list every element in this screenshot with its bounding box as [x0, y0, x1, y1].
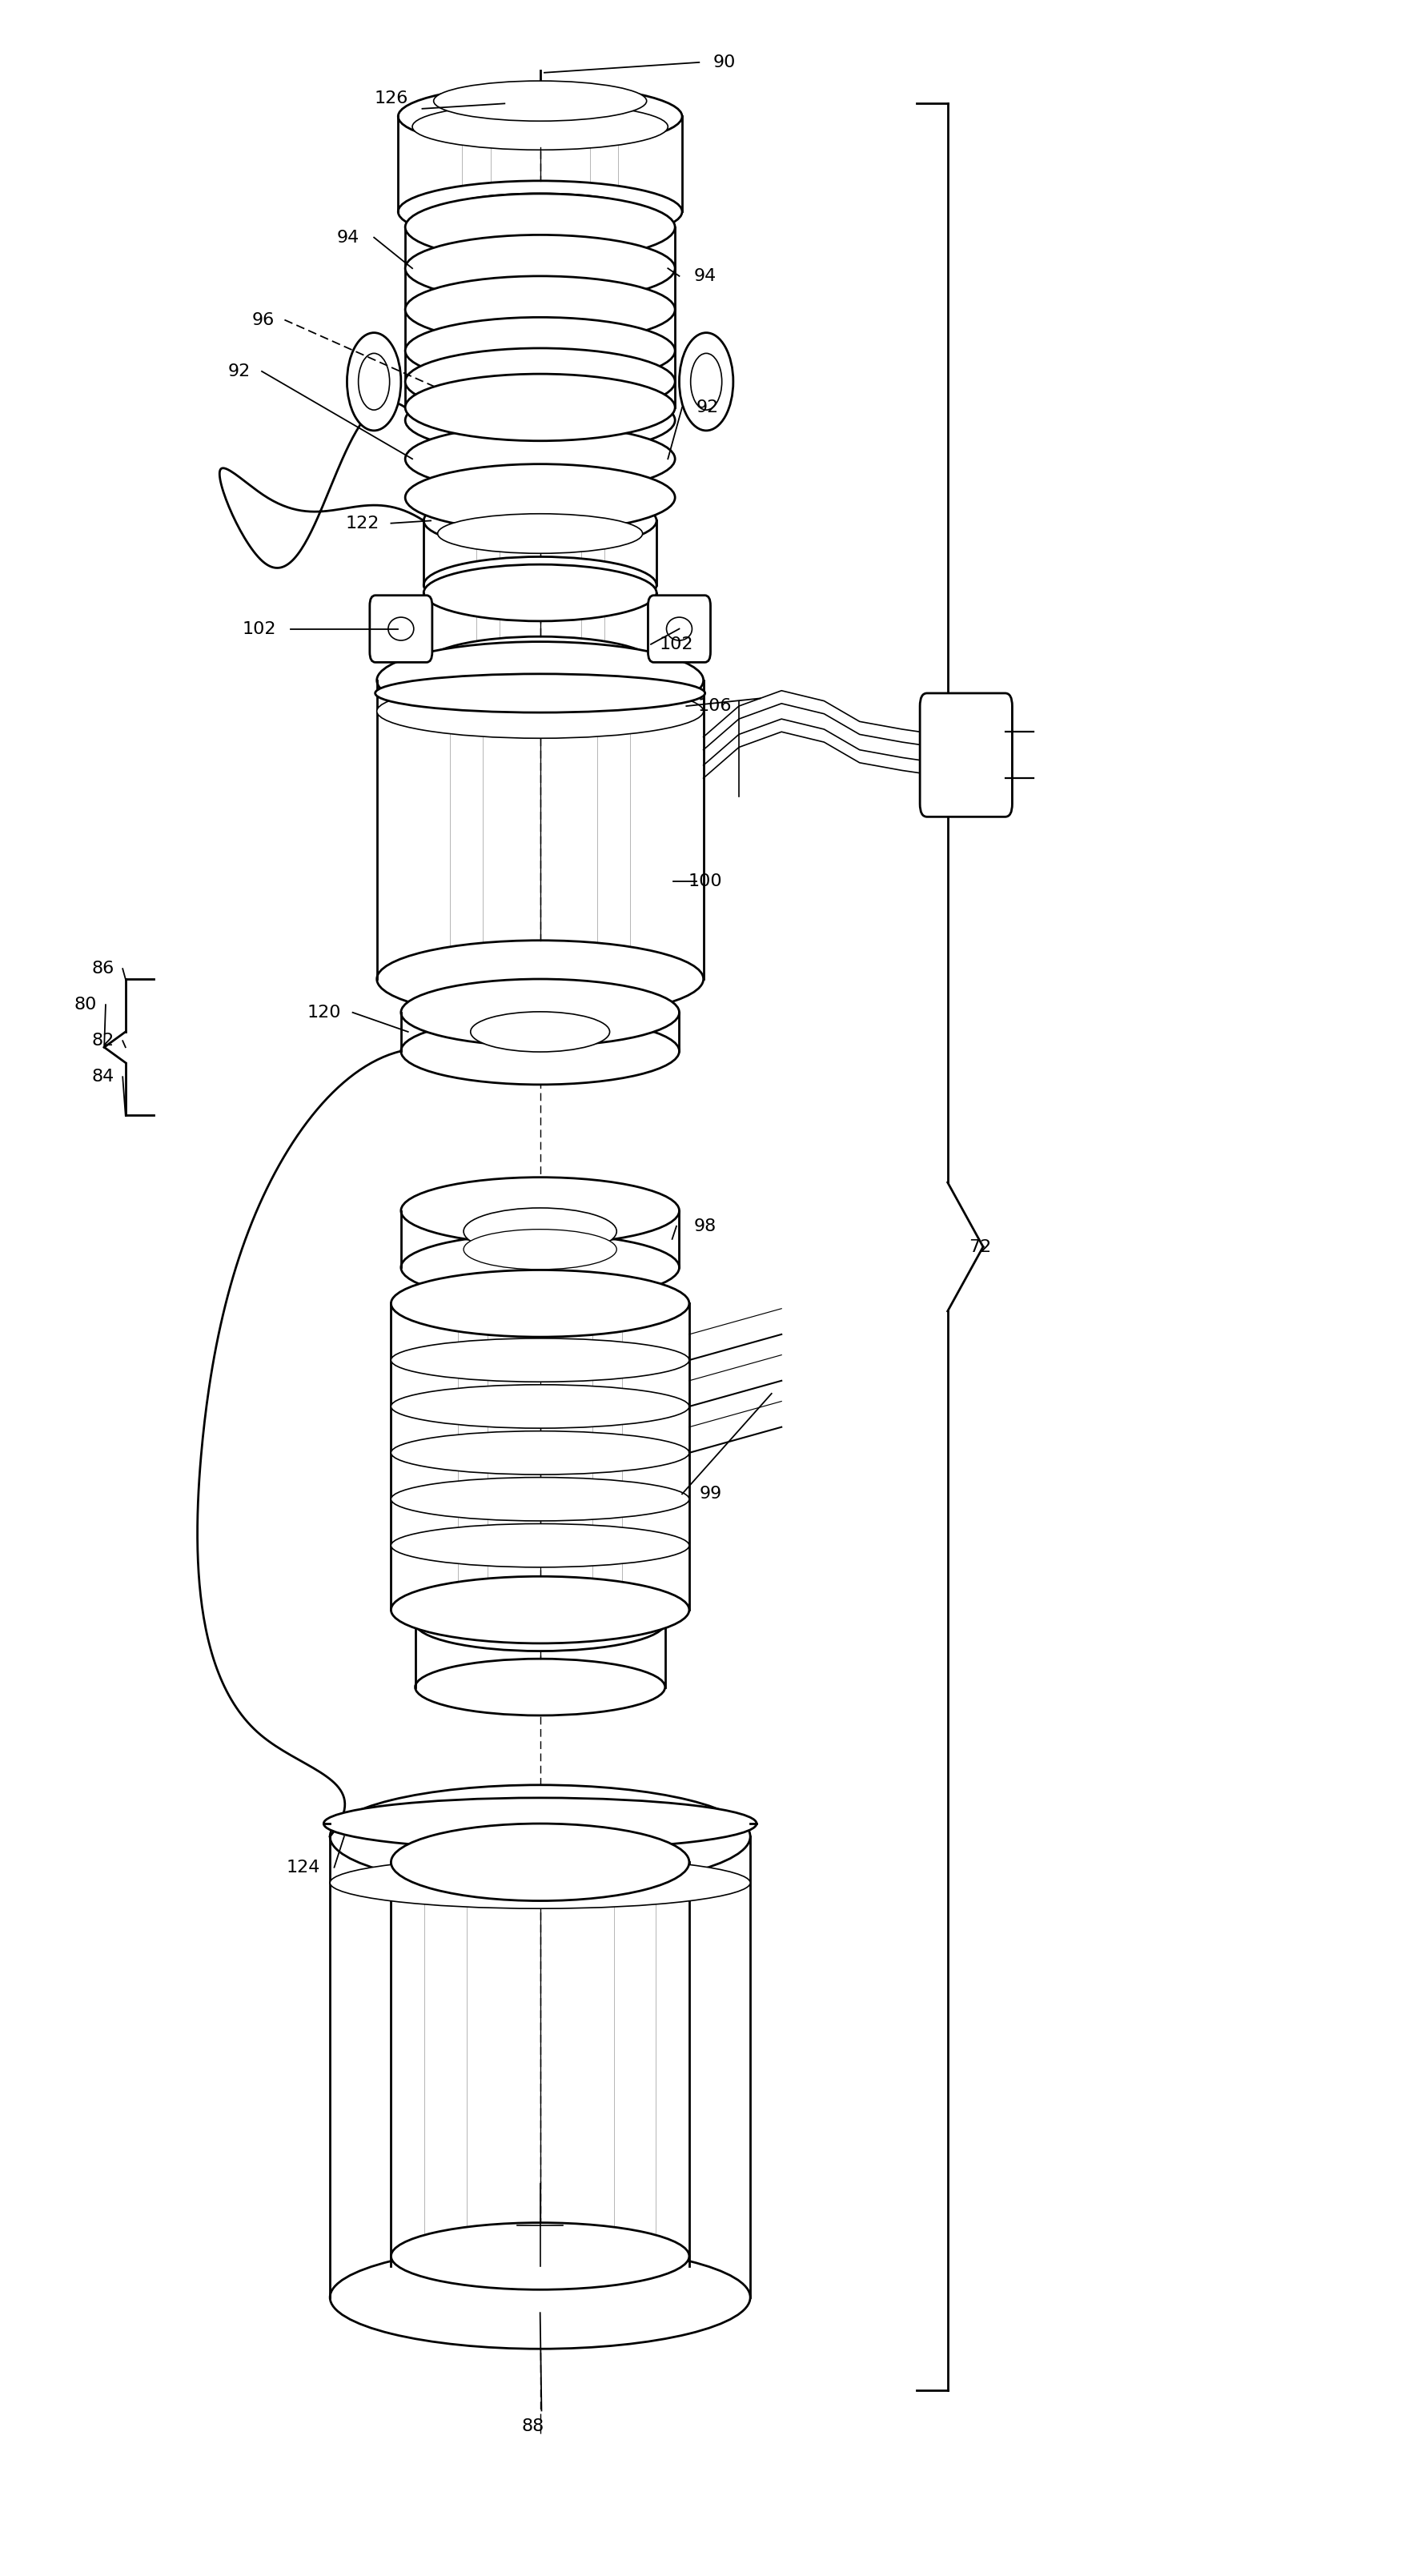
Text: 92: 92: [227, 363, 250, 379]
Ellipse shape: [324, 1798, 756, 1850]
Text: 82: 82: [91, 1033, 114, 1048]
Text: 120: 120: [307, 1005, 341, 1020]
Ellipse shape: [405, 348, 675, 415]
FancyBboxPatch shape: [369, 595, 432, 662]
Ellipse shape: [347, 332, 401, 430]
Ellipse shape: [470, 1012, 610, 1051]
Ellipse shape: [401, 1234, 679, 1301]
Ellipse shape: [415, 1659, 665, 1716]
Ellipse shape: [405, 386, 675, 453]
Text: 86: 86: [91, 961, 114, 976]
Ellipse shape: [405, 234, 675, 301]
Ellipse shape: [391, 1270, 689, 1337]
Text: 124: 124: [286, 1860, 320, 1875]
Ellipse shape: [443, 469, 637, 520]
Ellipse shape: [463, 1229, 617, 1270]
Ellipse shape: [398, 85, 682, 147]
Ellipse shape: [423, 564, 657, 621]
Ellipse shape: [438, 513, 642, 554]
Text: 94: 94: [693, 268, 716, 283]
Ellipse shape: [398, 180, 682, 242]
Ellipse shape: [401, 1018, 679, 1084]
Ellipse shape: [405, 276, 675, 343]
Text: 90: 90: [713, 54, 736, 70]
Ellipse shape: [391, 1525, 689, 1566]
Text: 96: 96: [252, 312, 274, 327]
Ellipse shape: [405, 374, 675, 440]
Ellipse shape: [377, 685, 703, 739]
Ellipse shape: [433, 80, 647, 121]
Ellipse shape: [405, 193, 675, 260]
Ellipse shape: [391, 1824, 689, 1901]
Text: 92: 92: [696, 399, 719, 415]
Text: 88: 88: [522, 2419, 544, 2434]
Text: 80: 80: [74, 997, 97, 1012]
Ellipse shape: [391, 1386, 689, 1427]
Ellipse shape: [405, 425, 675, 492]
Ellipse shape: [405, 464, 675, 531]
Text: 84: 84: [91, 1069, 114, 1084]
Text: 102: 102: [659, 636, 693, 652]
Ellipse shape: [391, 1340, 689, 1381]
Ellipse shape: [401, 1177, 679, 1244]
Text: 102: 102: [242, 621, 276, 636]
Ellipse shape: [401, 979, 679, 1046]
Text: 122: 122: [345, 515, 379, 531]
Ellipse shape: [391, 1479, 689, 1520]
FancyBboxPatch shape: [919, 693, 1012, 817]
Text: 106: 106: [698, 698, 732, 714]
Text: 99: 99: [699, 1486, 722, 1502]
Ellipse shape: [391, 1432, 689, 1473]
Ellipse shape: [330, 1857, 750, 1909]
Ellipse shape: [377, 940, 703, 1018]
Text: 98: 98: [693, 1218, 716, 1234]
Ellipse shape: [423, 636, 657, 693]
Ellipse shape: [377, 641, 703, 719]
Ellipse shape: [405, 317, 675, 384]
Ellipse shape: [443, 392, 637, 443]
Ellipse shape: [423, 492, 657, 549]
Ellipse shape: [463, 1208, 617, 1255]
Ellipse shape: [423, 556, 657, 613]
Text: 72: 72: [969, 1239, 992, 1255]
Ellipse shape: [330, 2246, 750, 2349]
Ellipse shape: [679, 332, 733, 430]
Text: 94: 94: [337, 229, 360, 245]
Ellipse shape: [391, 1577, 689, 1643]
Ellipse shape: [441, 193, 639, 229]
Ellipse shape: [415, 1595, 665, 1651]
Ellipse shape: [391, 2223, 689, 2290]
Ellipse shape: [375, 675, 705, 714]
Text: 126: 126: [374, 90, 408, 106]
Text: 100: 100: [688, 873, 722, 889]
FancyBboxPatch shape: [648, 595, 710, 662]
Ellipse shape: [330, 1785, 750, 1888]
Ellipse shape: [412, 103, 668, 149]
